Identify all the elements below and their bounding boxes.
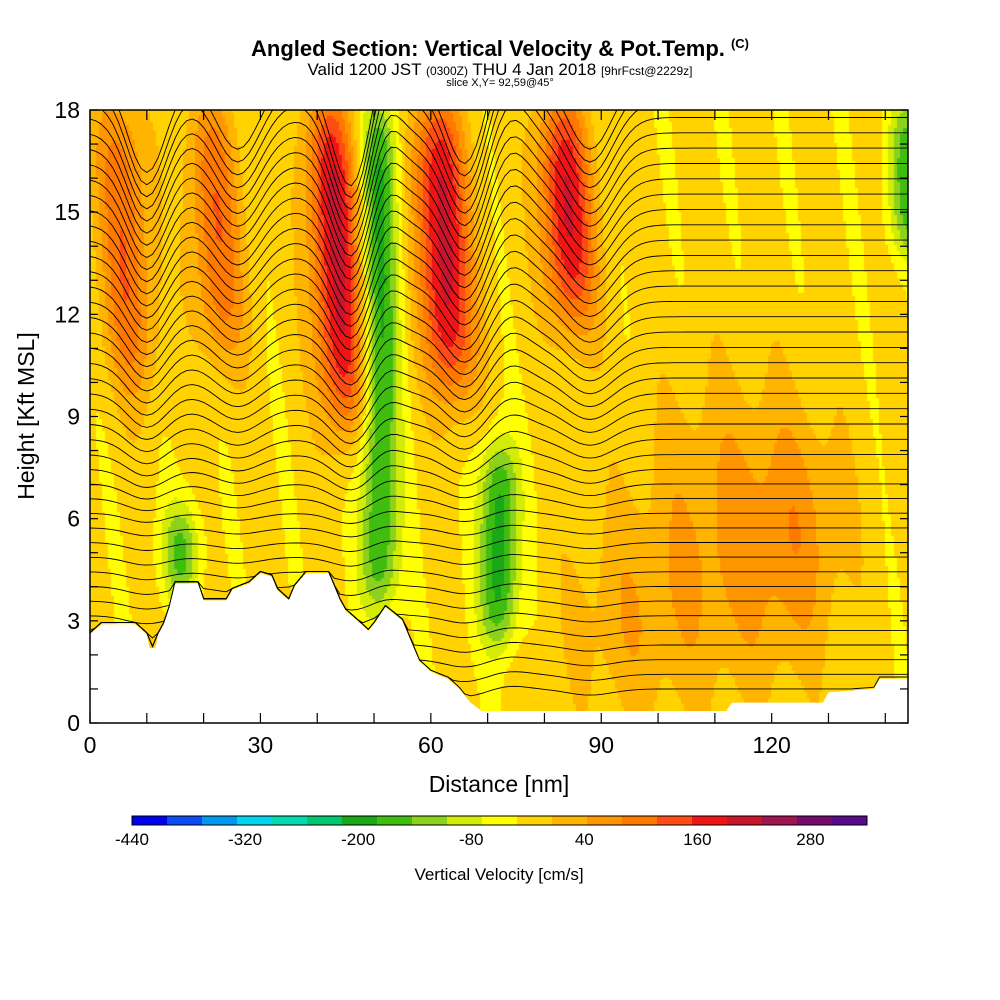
y-tick-label: 9 xyxy=(67,404,80,430)
y-tick-label: 18 xyxy=(54,97,80,123)
isentrope-contour xyxy=(90,332,908,398)
isentrope-contour xyxy=(90,349,908,409)
isentrope-contour xyxy=(101,110,639,210)
isentrope-contour xyxy=(118,110,618,187)
colorbar-swatch xyxy=(307,816,343,825)
isentrope-contour xyxy=(90,509,908,524)
colorbar xyxy=(131,815,868,826)
isentrope-contour xyxy=(90,152,908,269)
isentrope-contour xyxy=(90,398,908,445)
y-tick-label: 12 xyxy=(54,301,80,327)
colorbar-swatch xyxy=(202,816,238,825)
colorbar-swatch xyxy=(377,816,413,825)
y-axis-label: Height [Kft MSL] xyxy=(13,332,39,499)
y-tick-label: 15 xyxy=(54,199,80,225)
colorbar-swatch xyxy=(132,816,168,825)
isentrope-contour xyxy=(90,570,908,611)
isentrope-contour xyxy=(90,299,908,374)
isentrope-contour xyxy=(90,201,908,304)
y-tick-label: 0 xyxy=(67,710,80,736)
isentrope-contour xyxy=(90,136,908,257)
colorbar-tick-label: -80 xyxy=(459,830,484,849)
isentrope-contour xyxy=(90,185,908,292)
colorbar-tick-label: 160 xyxy=(683,830,711,849)
colorbar-swatch xyxy=(342,816,378,825)
chart-title: Angled Section: Vertical Velocity & Pot.… xyxy=(251,36,749,61)
colorbar-swatch xyxy=(412,816,448,825)
isentrope-contour xyxy=(90,283,908,363)
isentrope-contour xyxy=(90,250,908,339)
isentrope-contour xyxy=(112,110,626,199)
x-tick-label: 0 xyxy=(84,732,97,758)
isentrope-contour xyxy=(90,462,908,491)
colorbar-swatch xyxy=(447,816,483,825)
isentrope-contour xyxy=(90,478,908,502)
isentrope-contour xyxy=(90,447,908,480)
x-tick-label: 30 xyxy=(248,732,274,758)
colorbar-swatch xyxy=(692,816,728,825)
colorbar-tick-label: -440 xyxy=(115,830,149,849)
chart-subtitle: Valid 1200 JST (0300Z) THU 4 Jan 2018 [9… xyxy=(307,60,693,79)
isentrope-contour xyxy=(90,430,908,468)
colorbar-frame xyxy=(131,815,868,826)
isentrope-contour xyxy=(90,169,908,281)
colorbar-swatch xyxy=(237,816,273,825)
colorbar-tick-label: 40 xyxy=(575,830,594,849)
isentrope-contour xyxy=(90,218,908,316)
colorbar-tick-label: -200 xyxy=(341,830,375,849)
isentrope-contour xyxy=(90,365,908,421)
isentrope-contour xyxy=(90,554,908,567)
colorbar-swatch xyxy=(797,816,833,825)
x-tick-label: 120 xyxy=(752,732,790,758)
colorbar-swatch xyxy=(167,816,203,825)
y-axis: 0 3 6 9 12 15 18 xyxy=(54,97,908,736)
y-tick-label: 6 xyxy=(67,506,80,532)
isentrope-contour xyxy=(90,524,908,538)
colorbar-swatch xyxy=(517,816,553,825)
isentrope-contour xyxy=(90,494,908,513)
isentrope-contour xyxy=(90,381,908,433)
x-axis-label: Distance [nm] xyxy=(429,771,570,797)
colorbar-label: Vertical Velocity [cm/s] xyxy=(414,865,583,884)
colorbar-swatch xyxy=(727,816,763,825)
isentrope-contour xyxy=(90,568,908,582)
colorbar-swatch xyxy=(272,816,308,825)
isentrope-contour xyxy=(90,119,908,245)
colorbar-swatch xyxy=(657,816,693,825)
isentrope-contour xyxy=(90,234,908,327)
terrain-mask xyxy=(90,573,908,723)
pot-temp-contours xyxy=(90,110,908,697)
colorbar-swatch xyxy=(482,816,518,825)
colorbar-swatch xyxy=(587,816,623,825)
colorbar-swatch xyxy=(762,816,798,825)
y-tick-label: 3 xyxy=(67,608,80,634)
x-tick-label: 60 xyxy=(418,732,444,758)
slice-info: slice X,Y= 92,59@45° xyxy=(446,77,554,89)
isentrope-contour xyxy=(90,539,908,552)
colorbar-tick-label: 280 xyxy=(796,830,824,849)
isentrope-contour xyxy=(90,110,908,234)
colorbar-ticks: -440 -320 -200 -80 40 160 280 xyxy=(115,830,825,849)
isentrope-contour xyxy=(90,316,908,386)
x-axis: 0 30 60 90 120 xyxy=(84,110,886,758)
isentrope-contour xyxy=(90,267,908,351)
isentrope-contour xyxy=(90,414,908,456)
colorbar-swatch xyxy=(832,816,868,825)
x-tick-label: 90 xyxy=(588,732,614,758)
isentrope-contour xyxy=(90,570,908,596)
colorbar-swatch xyxy=(622,816,658,825)
colorbar-swatch xyxy=(552,816,588,825)
colorbar-tick-label: -320 xyxy=(228,830,262,849)
